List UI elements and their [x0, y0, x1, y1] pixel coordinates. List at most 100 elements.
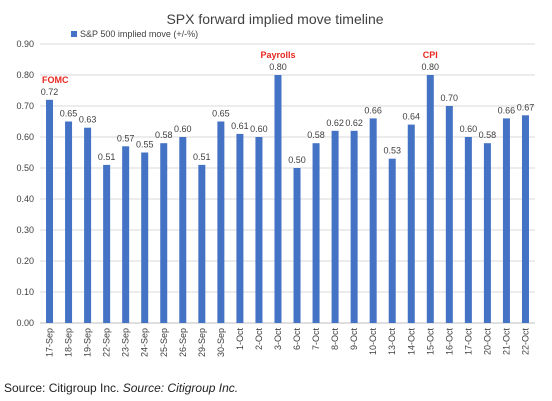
- data-label: 0.70: [441, 93, 459, 103]
- data-label: 0.61: [231, 121, 249, 131]
- bar: [293, 168, 301, 323]
- bar: [464, 137, 472, 323]
- data-label: 0.57: [117, 133, 135, 143]
- data-label: 0.60: [250, 124, 268, 134]
- y-tick-label: 0.80: [16, 70, 34, 80]
- x-tick-label: 23-Sep: [121, 328, 131, 357]
- bar: [255, 137, 263, 323]
- bar: [274, 75, 282, 323]
- data-label: 0.72: [41, 87, 59, 97]
- x-tick-label: 2-Oct: [254, 328, 264, 351]
- legend-label: S&P 500 implied move (+/-%): [80, 29, 198, 39]
- bar: [312, 143, 320, 323]
- y-tick-label: 0.10: [16, 287, 34, 297]
- bar: [331, 130, 339, 323]
- bar: [103, 164, 111, 323]
- bar: [388, 158, 396, 323]
- source-note: Source: Citigroup Inc. Source: Citigroup…: [4, 381, 238, 395]
- y-tick-label: 0.70: [16, 101, 34, 111]
- x-tick-label: 22-Oct: [520, 328, 530, 356]
- x-tick-label: 10-Oct: [368, 328, 378, 356]
- data-label: 0.66: [364, 105, 382, 115]
- bar: [198, 164, 206, 323]
- bar: [445, 106, 453, 323]
- x-tick-label: 7-Oct: [311, 328, 321, 351]
- data-label: 0.50: [288, 155, 306, 165]
- x-tick-label: 30-Sep: [216, 328, 226, 357]
- x-tick-label: 13-Oct: [387, 328, 397, 356]
- x-tick-label: 16-Oct: [444, 328, 454, 356]
- bar: [521, 115, 529, 323]
- bar: [160, 143, 168, 323]
- bar: [483, 143, 491, 323]
- x-tick-label: 17-Sep: [45, 328, 55, 357]
- bar: [217, 121, 225, 323]
- bar: [141, 152, 149, 323]
- x-tick-label: 14-Oct: [406, 328, 416, 356]
- x-tick-label: 17-Oct: [463, 328, 473, 356]
- legend-swatch: [71, 31, 77, 37]
- y-tick-label: 0.20: [16, 256, 34, 266]
- event-annotation: CPI: [423, 50, 438, 60]
- x-tick-label: 8-Oct: [330, 328, 340, 351]
- x-tick-label: 21-Oct: [501, 328, 511, 356]
- bar: [122, 146, 130, 323]
- data-label: 0.64: [402, 112, 420, 122]
- data-labels: 0.720.650.630.510.570.550.580.600.510.65…: [41, 62, 534, 165]
- y-tick-label: 0.50: [16, 163, 34, 173]
- bar: [65, 121, 73, 323]
- chart-title: SPX forward implied move timeline: [166, 11, 383, 27]
- bar: [369, 118, 377, 324]
- source-prefix: Source: Citigroup Inc.: [4, 381, 123, 395]
- y-tick-label: 0.00: [16, 318, 34, 328]
- bars: [46, 75, 529, 324]
- data-label: 0.80: [422, 62, 440, 72]
- bar: [350, 130, 358, 323]
- data-label: 0.55: [136, 140, 154, 150]
- data-label: 0.60: [460, 124, 478, 134]
- x-tick-label: 25-Sep: [159, 328, 169, 357]
- bar: [179, 137, 187, 323]
- data-label: 0.60: [174, 124, 192, 134]
- x-tick-label: 22-Sep: [102, 328, 112, 357]
- y-tick-label: 0.40: [16, 194, 34, 204]
- y-tick-label: 0.60: [16, 132, 34, 142]
- y-axis-ticks: 0.00 0.10 0.20 0.30 0.40 0.50 0.60 0.70 0.80 0.90: [16, 39, 34, 328]
- x-tick-label: 19-Sep: [83, 328, 93, 357]
- annotations: FOMC Payrolls CPI: [42, 50, 438, 85]
- x-tick-label: 15-Oct: [425, 328, 435, 356]
- event-annotation: Payrolls: [260, 50, 295, 60]
- data-label: 0.62: [345, 118, 363, 128]
- bar: [236, 133, 244, 323]
- x-tick-label: 20-Oct: [482, 328, 492, 356]
- y-tick-label: 0.30: [16, 225, 34, 235]
- data-label: 0.63: [79, 115, 97, 125]
- y-tick-label: 0.90: [16, 39, 34, 49]
- bar: [84, 127, 92, 323]
- chart: SPX forward implied move timeline S&P 50…: [16, 11, 535, 358]
- x-tick-label: 29-Sep: [197, 328, 207, 357]
- data-label: 0.65: [212, 109, 230, 119]
- x-tick-label: 26-Sep: [178, 328, 188, 357]
- x-tick-label: 24-Sep: [140, 328, 150, 357]
- data-label: 0.53: [383, 146, 401, 156]
- x-axis-ticks: 17-Sep 18-Sep 19-Sep 22-Sep 23-Sep 24-Sep 25-S…: [45, 328, 531, 358]
- x-tick-label: 9-Oct: [349, 328, 359, 351]
- data-label: 0.58: [155, 130, 173, 140]
- bar: [407, 124, 415, 323]
- bar: [426, 75, 434, 323]
- data-label: 0.58: [479, 130, 497, 140]
- bar: [502, 118, 510, 324]
- x-tick-label: 6-Oct: [292, 328, 302, 351]
- x-tick-label: 18-Sep: [64, 328, 74, 357]
- data-label: 0.65: [60, 109, 78, 119]
- data-label: 0.51: [98, 152, 116, 162]
- data-label: 0.51: [193, 152, 211, 162]
- data-label: 0.66: [498, 105, 516, 115]
- x-tick-label: 3-Oct: [273, 328, 283, 351]
- data-label: 0.67: [517, 102, 535, 112]
- source-italic: Source: Citigroup Inc.: [122, 381, 239, 395]
- bar: [46, 99, 54, 323]
- x-tick-label: 1-Oct: [235, 328, 245, 351]
- data-label: 0.80: [269, 62, 287, 72]
